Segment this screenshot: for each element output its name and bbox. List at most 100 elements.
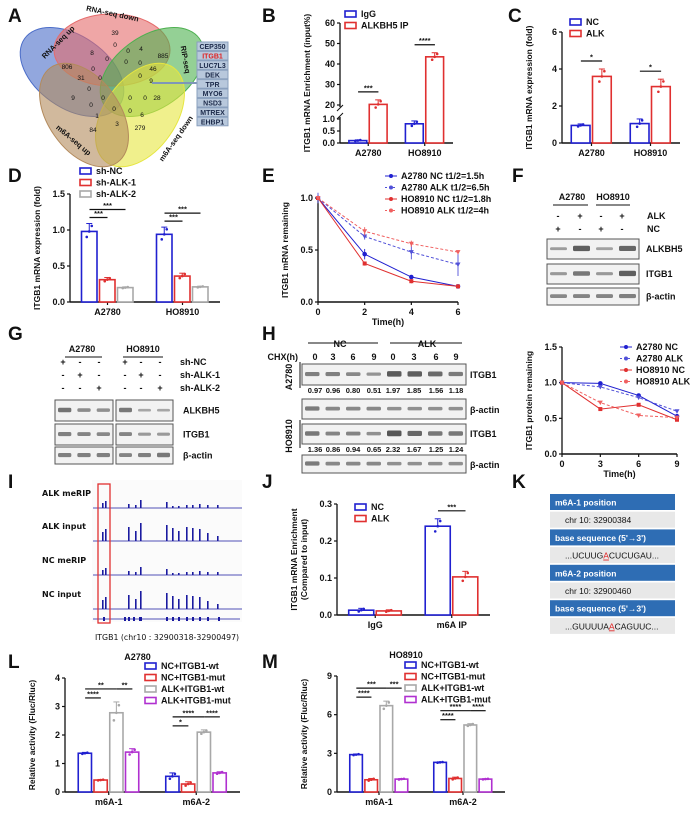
coverage-peak <box>105 597 107 609</box>
data-point <box>356 139 360 142</box>
track-label: NC input <box>42 590 81 599</box>
data-point <box>354 139 357 143</box>
legend-label: NC+ITGB1-mut <box>161 673 225 683</box>
blot-band <box>96 453 110 458</box>
data-point <box>456 284 460 289</box>
panel-label-A: A <box>8 6 22 27</box>
x-tick-label: m6A-2 <box>182 797 210 807</box>
track-label: NC meRIP <box>42 556 86 565</box>
data-point <box>397 778 401 781</box>
x-tick-label: IgG <box>368 620 383 630</box>
track-label: ALK input <box>42 522 86 531</box>
panel-label-H: H <box>262 324 276 345</box>
blot-band <box>346 372 361 376</box>
coverage-tracks-I: ALK meRIP ALK input NC meRIP NC input ITGB1 … <box>42 480 242 642</box>
panel-label-L: L <box>8 652 20 673</box>
blot-band <box>346 406 361 411</box>
gene-label: TPR <box>206 82 220 89</box>
data-point <box>598 381 603 386</box>
gene-label: LUC7L3 <box>199 63 226 70</box>
data-point <box>662 80 665 83</box>
legend-label: sh-NC <box>96 166 123 176</box>
data-point <box>598 80 601 83</box>
data-point <box>184 784 187 787</box>
legend-label: A2780 NC t1/2=1.5h <box>401 171 484 181</box>
data-point <box>201 285 205 288</box>
venn-count: 9 <box>71 95 75 102</box>
data-point <box>408 250 414 255</box>
band-label: β-actin <box>470 460 500 470</box>
data-point <box>115 711 118 715</box>
y-tick-label: 4 <box>55 673 60 683</box>
table-header: m6A-1 position <box>555 498 616 508</box>
treatment-sign: - <box>621 224 624 234</box>
cell-line-label: A2780 <box>69 344 96 354</box>
legend-marker <box>389 174 393 178</box>
quantification: 0.96 <box>326 386 341 395</box>
seq-prefix: ...UCUUG <box>565 551 603 561</box>
data-point <box>581 123 585 126</box>
blot-band <box>77 432 91 437</box>
blot-row-ALKBH5 <box>546 238 640 260</box>
y-tick-label: 0.1 <box>319 573 332 583</box>
y-tick-label: 0.5 <box>300 245 313 255</box>
venn-count: 0 <box>112 106 116 113</box>
x-axis-label: Time(h) <box>372 317 404 327</box>
treatment-sign: + <box>77 370 82 380</box>
blot-band <box>157 452 170 458</box>
legend-swatch <box>404 695 417 704</box>
blot-band <box>407 406 422 411</box>
series-line-HO8910 NC <box>561 382 678 421</box>
legend-label: NC <box>371 502 384 512</box>
y-tick-label: 0 <box>55 787 60 797</box>
table-row-header <box>550 600 675 617</box>
time-label: 3 <box>411 352 416 362</box>
data-point <box>436 761 439 765</box>
blot-row-actin-HO8910 <box>301 454 467 474</box>
legend-label: NC+ITGB1-wt <box>421 660 479 670</box>
blot-band <box>366 406 381 411</box>
data-point <box>196 286 200 289</box>
significance-label: **** <box>358 689 370 698</box>
data-point <box>162 233 166 236</box>
time-label: 9 <box>371 352 376 362</box>
data-point <box>435 52 439 56</box>
y-tick-label: 0 <box>327 787 332 797</box>
significance-label: **** <box>472 702 484 711</box>
western-blot-H: NC ALK CHX(h) 0 3 6 9 0 3 6 9 0.97 0.96 0.80 0.51 1.97 1… <box>268 339 500 474</box>
track-label: ALK meRIP <box>42 489 91 498</box>
exon <box>124 617 126 621</box>
treatment-label: sh-ALK-2 <box>180 383 220 393</box>
gene-label: EHBP1 <box>201 119 224 126</box>
blot-band <box>596 294 613 299</box>
legend-label: HO8910 NC t1/2=1.8h <box>401 194 491 204</box>
series-line-A2780 NC <box>561 382 678 417</box>
legend-label: HO8910 NC <box>636 365 686 375</box>
treatment-sign: - <box>62 370 65 380</box>
blot-band <box>387 461 402 466</box>
data-point <box>603 69 606 73</box>
bar-ALK+ITGB1-mut <box>394 778 409 793</box>
data-point <box>455 250 461 255</box>
data-point <box>354 753 358 756</box>
coverage-peak <box>199 597 201 609</box>
table-row-value <box>550 582 675 599</box>
exon <box>133 617 135 621</box>
data-point <box>389 608 393 612</box>
seq-suffix: CAGUUC... <box>615 621 659 631</box>
legend-label: ALK <box>586 29 605 39</box>
significance-label: *** <box>103 201 112 210</box>
bar-ALK+ITGB1-mut <box>124 751 140 793</box>
quantification: 1.67 <box>407 445 422 454</box>
data-point <box>86 751 89 754</box>
bar-ALK+ITGB1-wt <box>463 724 478 793</box>
blot-row-ITGB1-HO8910 <box>301 423 467 445</box>
legend-marker <box>624 345 628 349</box>
data-point <box>438 761 442 764</box>
gene-box <box>196 88 229 99</box>
gene-label: ITGB1 <box>202 54 223 61</box>
bar-NC <box>629 122 650 144</box>
coverage-peak <box>105 529 107 541</box>
y-tick-label: 0 <box>552 138 557 148</box>
data-point <box>376 103 380 106</box>
